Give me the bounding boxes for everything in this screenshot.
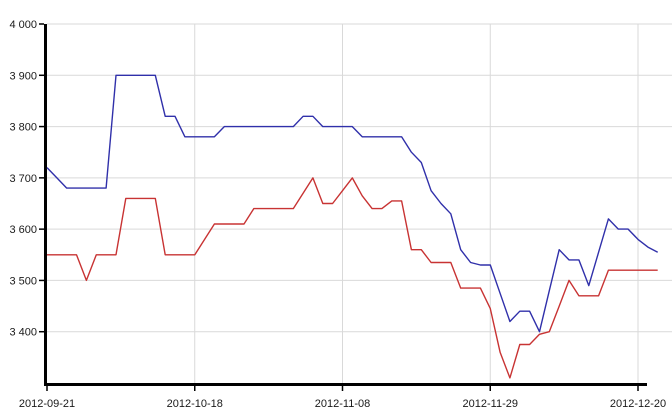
x-tick-label: 2012-11-29 — [463, 398, 518, 410]
y-tick-label: 3 400 — [9, 327, 37, 339]
y-tick-label: 4 000 — [9, 19, 37, 31]
series-line-blue — [46, 74, 659, 333]
x-tick-label: 2012-12-20 — [610, 398, 666, 410]
series-line-red — [47, 177, 658, 379]
x-tick-label: 2012-10-18 — [167, 398, 223, 410]
y-tick-label: 3 500 — [9, 275, 37, 287]
x-tick-label: 2012-09-21 — [19, 398, 75, 410]
y-tick-label: 3 800 — [9, 122, 37, 134]
x-tick-label: 2012-11-08 — [315, 398, 370, 410]
y-tick-label: 3 600 — [9, 224, 37, 236]
y-tick-label: 3 900 — [9, 70, 37, 82]
y-tick-label: 3 700 — [9, 173, 37, 185]
